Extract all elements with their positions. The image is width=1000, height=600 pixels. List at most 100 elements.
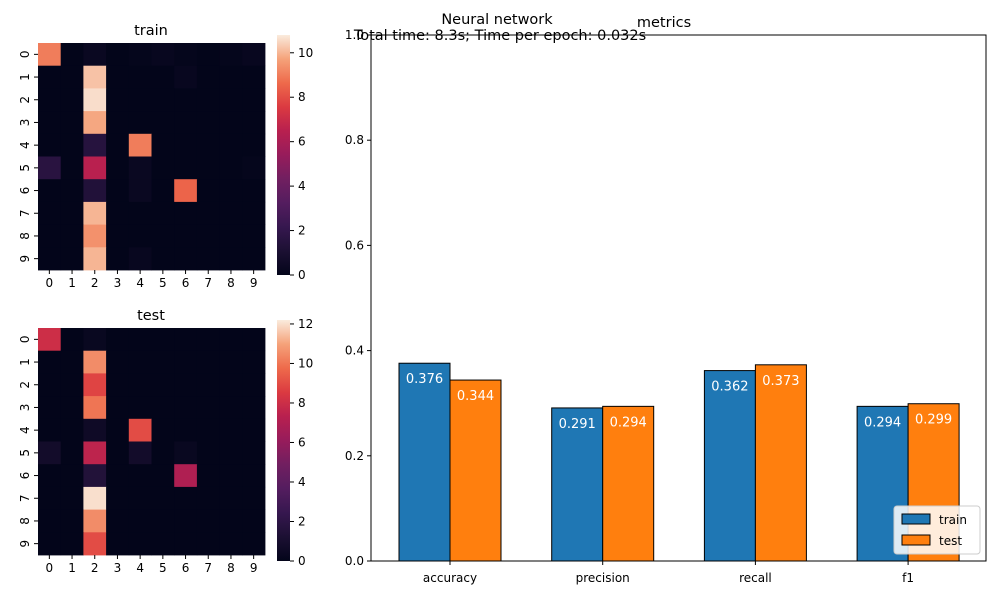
heatmap-cell <box>219 328 243 352</box>
y-tick-label: 0 <box>18 336 32 344</box>
heatmap-cell <box>174 350 198 374</box>
y-tick-label: 8 <box>18 232 32 240</box>
y-tick-label: 8 <box>18 517 32 525</box>
heatmap-cell <box>60 65 84 89</box>
heatmap-cell <box>106 179 130 203</box>
x-tick-label: f1 <box>902 571 914 585</box>
heatmap-cell <box>242 441 266 465</box>
heatmap-cell <box>60 328 84 352</box>
heatmap-cell <box>128 464 152 488</box>
y-tick-label: 4 <box>18 141 32 149</box>
heatmap-cell <box>106 486 130 510</box>
heatmap-cell <box>219 179 243 203</box>
heatmap-cell <box>83 418 107 442</box>
heatmap-cell <box>60 373 84 397</box>
x-tick-label: 0 <box>46 561 54 575</box>
heatmap-cell <box>60 464 84 488</box>
bar-value-label: 0.299 <box>915 413 952 428</box>
heatmap-cell <box>38 328 62 352</box>
heatmap-cell <box>219 43 243 67</box>
x-tick-label: 2 <box>91 561 99 575</box>
metrics-title: metrics <box>637 15 691 31</box>
heatmap-train-title: train <box>134 23 168 39</box>
y-tick-label: 6 <box>18 187 32 195</box>
heatmap-cell <box>83 328 107 352</box>
heatmap-cell <box>128 441 152 465</box>
heatmap-cell <box>219 509 243 533</box>
heatmap-cell <box>196 532 220 556</box>
heatmap-cell <box>106 509 130 533</box>
heatmap-cell <box>128 350 152 374</box>
heatmap-cell <box>106 43 130 67</box>
colorbar-tick-label: 8 <box>298 90 306 104</box>
x-tick-label: recall <box>739 571 772 585</box>
heatmap-cell <box>219 224 243 248</box>
heatmap-cell <box>174 201 198 225</box>
heatmap-cell <box>219 156 243 180</box>
heatmap-cell <box>174 486 198 510</box>
y-tick-label: 3 <box>18 119 32 127</box>
heatmap-cell <box>174 396 198 420</box>
heatmap-cell <box>151 350 175 374</box>
x-tick-label: 9 <box>250 276 258 290</box>
heatmap-cell <box>106 373 130 397</box>
heatmap-cell <box>128 532 152 556</box>
y-tick-label: 0.4 <box>345 344 364 358</box>
heatmap-cell <box>60 111 84 135</box>
heatmap-cell <box>219 441 243 465</box>
heatmap-cell <box>60 418 84 442</box>
colorbar-tick-label: 4 <box>298 179 306 193</box>
heatmap-cell <box>219 373 243 397</box>
x-tick-label: 1 <box>68 276 76 290</box>
x-tick-label: 0 <box>46 276 54 290</box>
y-tick-label: 3 <box>18 404 32 412</box>
y-tick-label: 6 <box>18 472 32 480</box>
heatmap-cell <box>60 532 84 556</box>
heatmap-cell <box>174 373 198 397</box>
metrics-bar-labels: 0.376 0.344 0.291 0.294 0.362 0.373 0.294 0.299 <box>406 372 952 432</box>
heatmap-train-yticks: 0 1 2 3 4 5 6 7 8 9 <box>18 51 38 262</box>
heatmap-cell <box>128 373 152 397</box>
heatmap-cell <box>151 328 175 352</box>
heatmap-cell <box>83 224 107 248</box>
heatmap-cell <box>242 350 266 374</box>
heatmap-cell <box>83 350 107 374</box>
heatmap-cell <box>242 247 266 271</box>
heatmap-cell <box>242 464 266 488</box>
heatmap-cell <box>174 464 198 488</box>
colorbar-tick-label: 6 <box>298 435 306 449</box>
heatmap-cell <box>83 396 107 420</box>
heatmap-cell <box>83 156 107 180</box>
x-tick-label: 7 <box>204 561 212 575</box>
heatmap-test-cells <box>38 328 266 556</box>
heatmap-cell <box>128 396 152 420</box>
heatmap-cell <box>174 156 198 180</box>
colorbar-test-bar <box>277 320 290 561</box>
colorbar-train-ticks: 0 2 4 6 8 10 <box>290 46 313 282</box>
x-tick-label: 5 <box>159 276 167 290</box>
heatmap-cell <box>196 224 220 248</box>
heatmap-cell <box>38 156 62 180</box>
heatmap-cell <box>242 201 266 225</box>
y-tick-label: 0.0 <box>345 554 364 568</box>
heatmap-cell <box>242 509 266 533</box>
x-tick-label: 6 <box>182 561 190 575</box>
bar-test <box>754 364 807 562</box>
legend-label-test: test <box>939 534 962 548</box>
heatmap-cell <box>83 111 107 135</box>
heatmap-cell <box>60 509 84 533</box>
heatmap-cell <box>106 350 130 374</box>
x-tick-label: 1 <box>68 561 76 575</box>
colorbar-tick-label: 8 <box>298 396 306 410</box>
heatmap-cell <box>106 396 130 420</box>
heatmap-cell <box>83 179 107 203</box>
heatmap-cell <box>151 179 175 203</box>
heatmap-cell <box>60 350 84 374</box>
heatmap-cell <box>106 441 130 465</box>
heatmap-cell <box>219 111 243 135</box>
y-tick-label: 5 <box>18 164 32 172</box>
y-tick-label: 7 <box>18 209 32 217</box>
